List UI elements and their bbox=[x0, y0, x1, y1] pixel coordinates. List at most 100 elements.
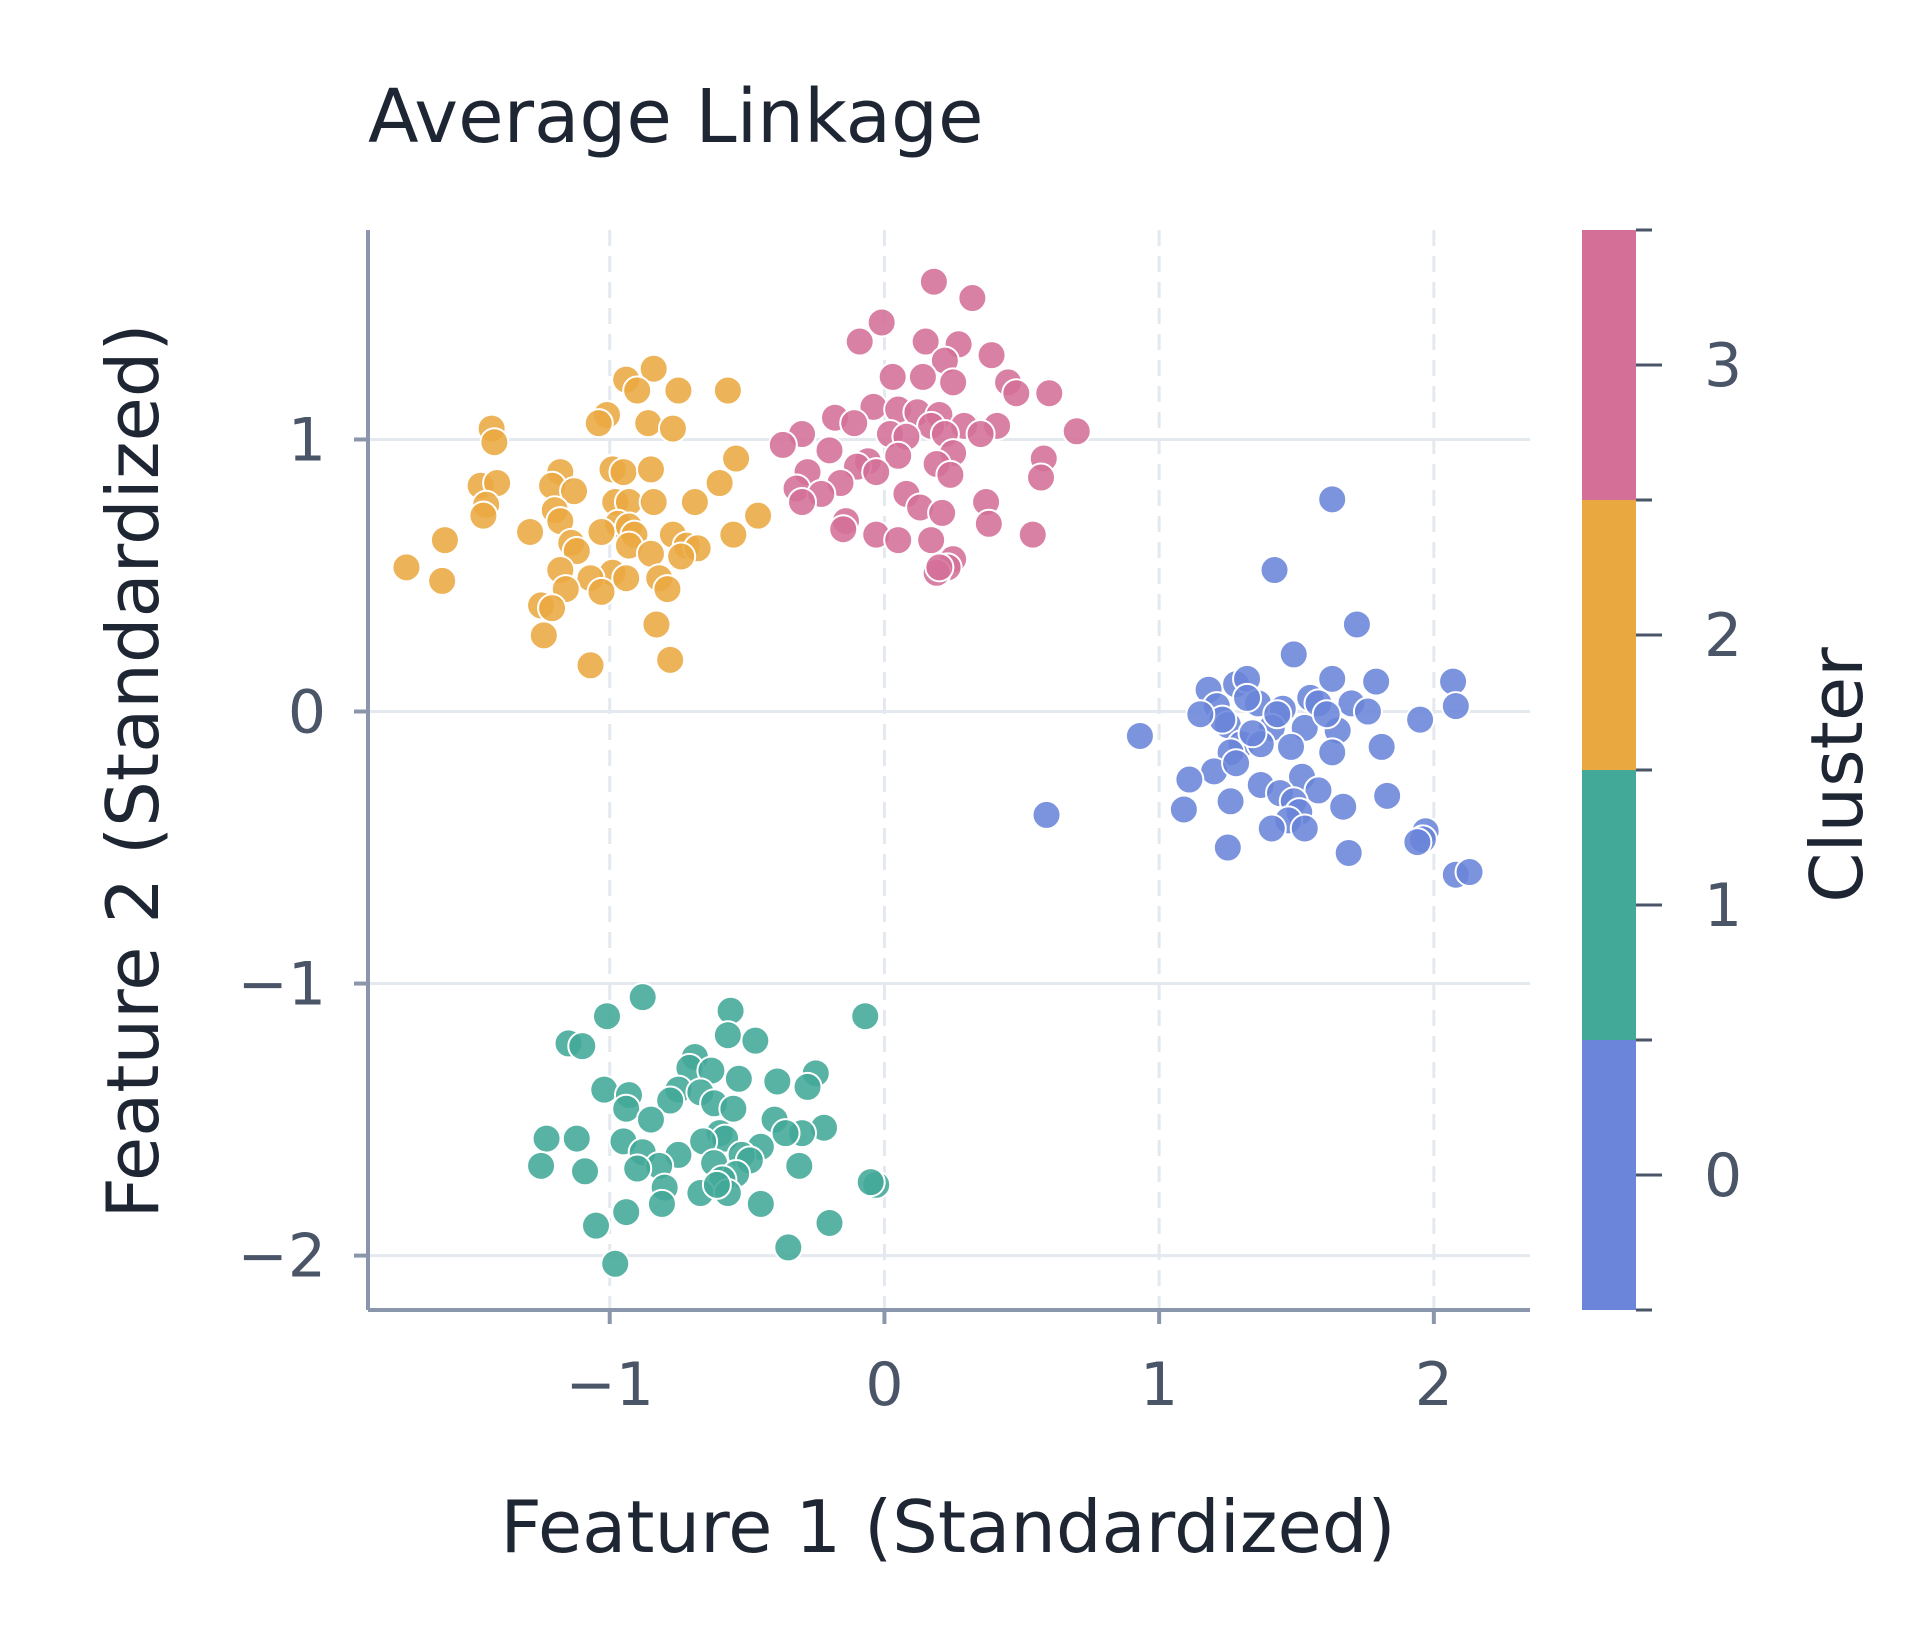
scatter-point-cluster-1 bbox=[655, 1085, 686, 1116]
colorbar-segment-3 bbox=[1582, 230, 1636, 500]
scatter-point-cluster-0 bbox=[1341, 609, 1372, 640]
scatter-point-cluster-2 bbox=[641, 609, 672, 640]
scatter-point-cluster-2 bbox=[611, 563, 642, 594]
scatter-point-cluster-3 bbox=[935, 459, 966, 490]
scatter-point-cluster-0 bbox=[1212, 832, 1243, 863]
scatter-point-cluster-1 bbox=[792, 1071, 823, 1102]
scatter-point-cluster-2 bbox=[561, 536, 592, 567]
scatter-point-cluster-3 bbox=[924, 552, 955, 583]
scatter-point-cluster-3 bbox=[918, 266, 949, 297]
scatter-point-cluster-2 bbox=[652, 574, 683, 605]
scatter-point-cluster-3 bbox=[828, 514, 859, 545]
scatter-point-cluster-3 bbox=[883, 525, 914, 556]
colorbar-segment-1 bbox=[1582, 770, 1636, 1040]
scatter-point-cluster-0 bbox=[1237, 718, 1268, 749]
scatter-point-cluster-1 bbox=[855, 1167, 886, 1198]
scatter-point-cluster-2 bbox=[479, 427, 510, 458]
scatter-point-cluster-0 bbox=[1124, 720, 1155, 751]
scatter-point-cluster-0 bbox=[1232, 682, 1263, 713]
scatter-point-cluster-0 bbox=[1317, 663, 1348, 694]
scatter-point-cluster-3 bbox=[1001, 378, 1032, 409]
x-tick-label: −1 bbox=[566, 1350, 654, 1420]
grid bbox=[368, 230, 1530, 1310]
x-tick-label: 0 bbox=[865, 1350, 903, 1420]
scatter-point-cluster-3 bbox=[957, 283, 988, 314]
scatter-point-cluster-1 bbox=[589, 1074, 620, 1105]
scatter-point-cluster-0 bbox=[1361, 666, 1392, 697]
scatter-point-cluster-3 bbox=[814, 435, 845, 466]
scatter-point-cluster-1 bbox=[635, 1104, 666, 1135]
x-axis-label: Feature 1 (Standardized) bbox=[500, 1485, 1395, 1569]
data-points bbox=[391, 266, 1485, 1279]
scatter-point-cluster-1 bbox=[762, 1066, 793, 1097]
scatter-point-cluster-2 bbox=[429, 525, 460, 556]
scatter-point-cluster-3 bbox=[965, 419, 996, 450]
scatter-point-cluster-3 bbox=[839, 408, 870, 439]
scatter-point-cluster-3 bbox=[1026, 462, 1057, 493]
scatter-point-cluster-1 bbox=[567, 1031, 598, 1062]
scatter-point-cluster-2 bbox=[575, 650, 606, 681]
scatter-point-cluster-0 bbox=[1317, 484, 1348, 515]
colorbar: 0 1 2 3 bbox=[1582, 228, 1742, 1312]
scatter-point-cluster-1 bbox=[784, 1150, 815, 1181]
scatter-point-cluster-2 bbox=[608, 457, 639, 488]
scatter-point-cluster-1 bbox=[701, 1169, 732, 1200]
scatter-point-cluster-0 bbox=[1303, 775, 1334, 806]
scatter-point-cluster-0 bbox=[1262, 699, 1293, 730]
axes bbox=[366, 230, 1530, 1312]
scatter-point-cluster-1 bbox=[627, 982, 658, 1013]
x-tick-label: 1 bbox=[1140, 1350, 1178, 1420]
scatter-point-cluster-2 bbox=[638, 353, 669, 384]
scatter-point-cluster-2 bbox=[655, 644, 686, 675]
scatter-point-cluster-3 bbox=[1034, 378, 1065, 409]
scatter-point-cluster-1 bbox=[850, 1001, 881, 1032]
scatter-point-cluster-3 bbox=[861, 457, 892, 488]
scatter-point-cluster-0 bbox=[1289, 813, 1320, 844]
ticks: −1 0 1 2 −2 −1 0 1 bbox=[238, 405, 1453, 1420]
scatter-point-cluster-0 bbox=[1402, 827, 1433, 858]
scatter-point-cluster-3 bbox=[877, 361, 908, 392]
scatter-point-cluster-0 bbox=[1215, 786, 1246, 817]
scatter-point-cluster-1 bbox=[773, 1232, 804, 1263]
scatter-point-cluster-0 bbox=[1352, 696, 1383, 727]
scatter-point-cluster-3 bbox=[907, 361, 938, 392]
scatter-point-cluster-3 bbox=[866, 307, 897, 338]
scatter-point-cluster-3 bbox=[844, 326, 875, 357]
y-axis-label: Feature 2 (Standardized) bbox=[91, 323, 175, 1218]
scatter-point-cluster-2 bbox=[633, 408, 664, 439]
scatter-point-cluster-3 bbox=[976, 340, 1007, 371]
colorbar-tick-label: 2 bbox=[1704, 601, 1742, 671]
scatter-point-cluster-3 bbox=[916, 525, 947, 556]
scatter-point-cluster-1 bbox=[611, 1093, 642, 1124]
scatter-point-cluster-0 bbox=[1454, 857, 1485, 888]
scatter-point-cluster-0 bbox=[1276, 731, 1307, 762]
scatter-point-cluster-0 bbox=[1256, 813, 1287, 844]
scatter-point-cluster-0 bbox=[1372, 780, 1403, 811]
scatter-point-cluster-1 bbox=[526, 1150, 557, 1181]
scatter-point-cluster-0 bbox=[1366, 731, 1397, 762]
colorbar-tick-label: 3 bbox=[1704, 331, 1742, 401]
scatter-point-cluster-2 bbox=[657, 413, 688, 444]
scatter-point-cluster-3 bbox=[767, 429, 798, 460]
scatter-point-cluster-0 bbox=[1168, 794, 1199, 825]
scatter-point-cluster-3 bbox=[927, 497, 958, 528]
scatter-point-cluster-0 bbox=[1031, 799, 1062, 830]
scatter-point-cluster-0 bbox=[1317, 737, 1348, 768]
colorbar-segment-2 bbox=[1582, 500, 1636, 770]
scatter-point-cluster-2 bbox=[666, 541, 697, 572]
scatter-point-cluster-2 bbox=[638, 487, 669, 518]
scatter-point-cluster-3 bbox=[973, 508, 1004, 539]
scatter-point-cluster-2 bbox=[515, 516, 546, 547]
chart-title: Average Linkage bbox=[368, 74, 984, 160]
scatter-point-cluster-1 bbox=[770, 1118, 801, 1149]
scatter-point-cluster-2 bbox=[679, 487, 710, 518]
scatter-point-cluster-1 bbox=[740, 1025, 771, 1056]
scatter-point-cluster-0 bbox=[1278, 639, 1309, 670]
scatter-point-cluster-3 bbox=[910, 326, 941, 357]
scatter-point-cluster-1 bbox=[591, 1001, 622, 1032]
scatter-point-cluster-2 bbox=[704, 467, 735, 498]
scatter-point-cluster-2 bbox=[427, 565, 458, 596]
scatter-point-cluster-0 bbox=[1259, 555, 1290, 586]
scatter-point-cluster-2 bbox=[528, 620, 559, 651]
